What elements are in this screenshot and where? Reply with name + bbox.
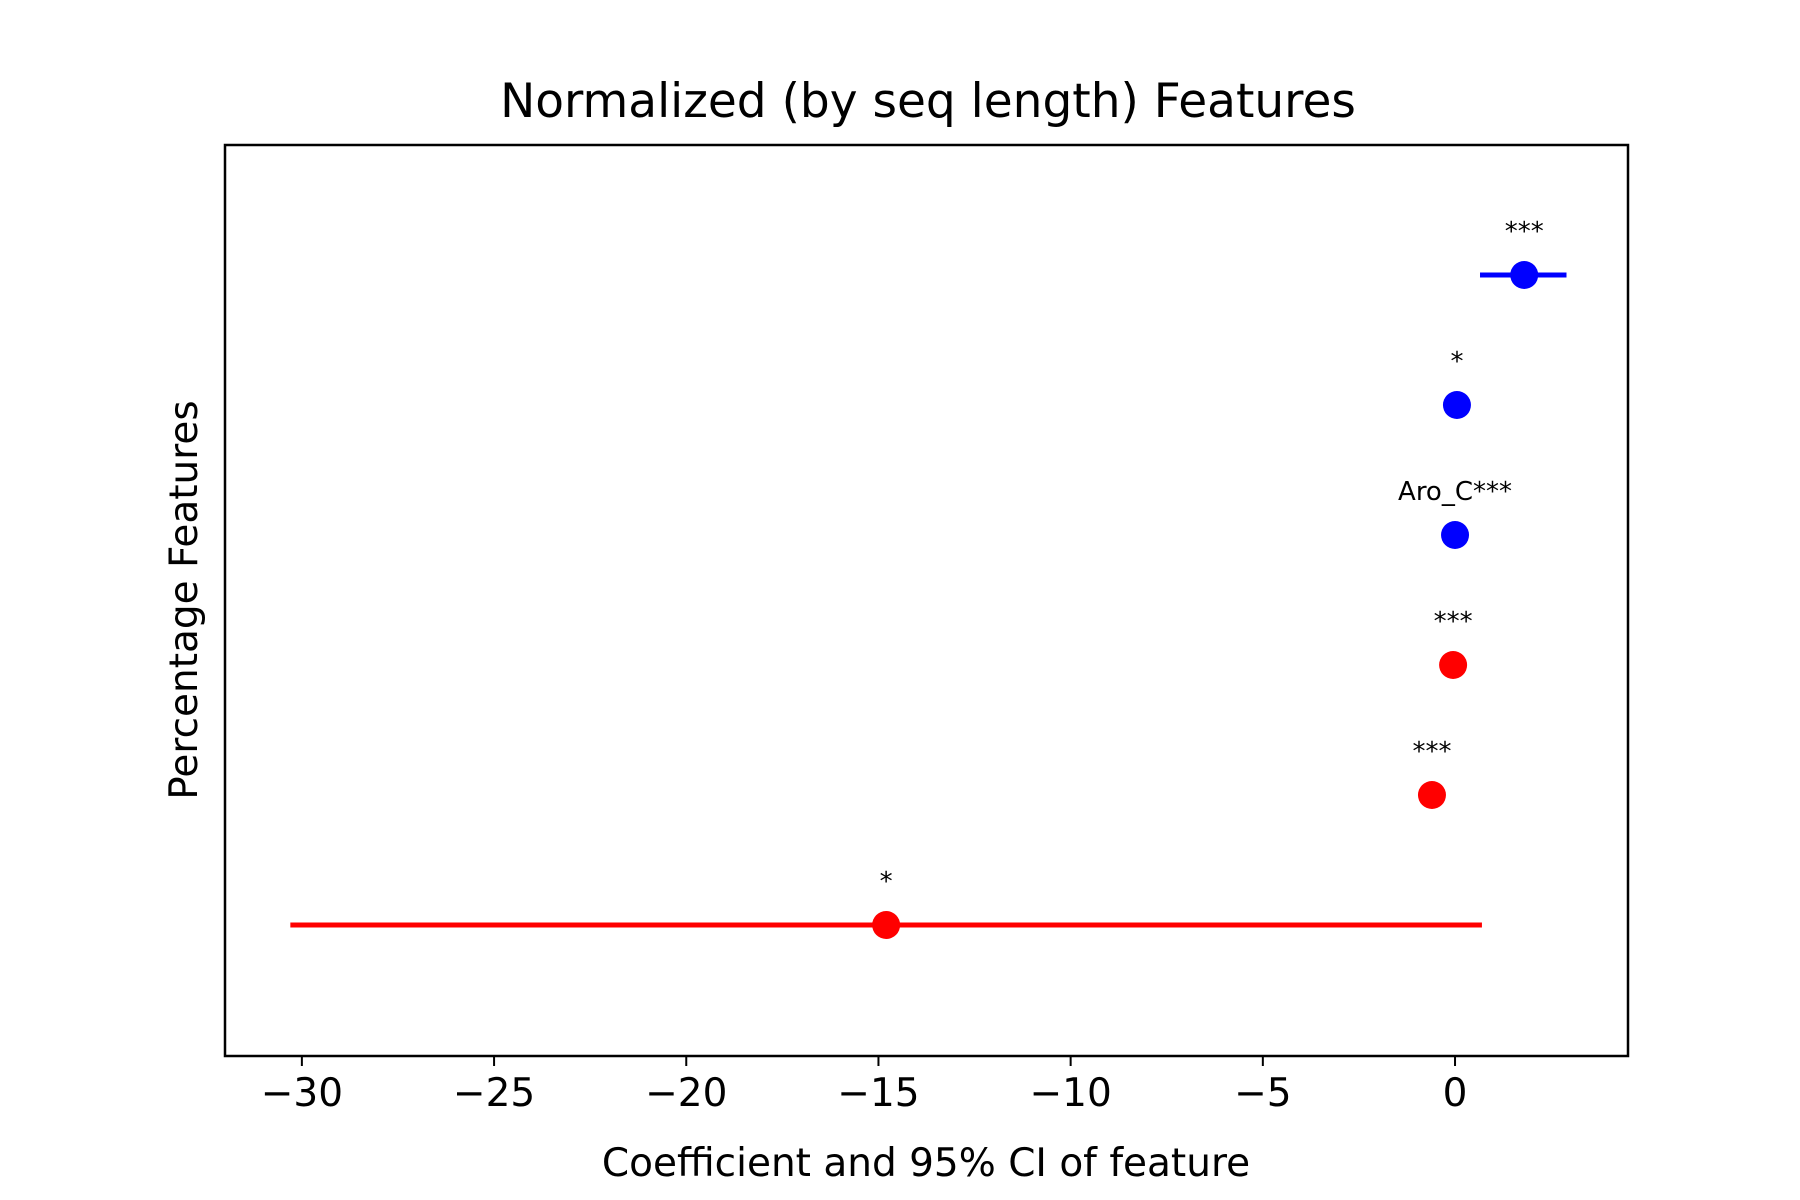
point-annotation: *** <box>1412 737 1451 767</box>
coef-point <box>1441 521 1470 549</box>
x-tick-label: −30 <box>261 1071 343 1116</box>
x-tick-label: −10 <box>1029 1071 1111 1116</box>
x-axis-label: Coefficient and 95% CI of feature <box>602 1141 1250 1186</box>
y-axis-label: Percentage Features <box>162 400 207 799</box>
point-annotation: * <box>1450 347 1463 377</box>
point-annotation: *** <box>1434 607 1473 637</box>
x-axis: −30 −25 −20 −15 −10 −5 0 <box>261 1056 1468 1116</box>
x-tick-label: −15 <box>837 1071 919 1116</box>
x-tick-label: −5 <box>1234 1071 1292 1116</box>
plot-frame <box>223 143 1630 1058</box>
point-annotation: * <box>880 867 893 897</box>
x-tick-label: 0 <box>1443 1071 1468 1116</box>
coef-point <box>1510 261 1539 289</box>
point-annotation: *** <box>1505 217 1544 247</box>
coef-point <box>872 911 901 939</box>
point-annotation: Aro_C*** <box>1398 477 1512 507</box>
x-tick-label: −25 <box>453 1071 535 1116</box>
coef-point <box>1442 391 1471 419</box>
x-tick-label: −20 <box>645 1071 727 1116</box>
coef-point <box>1417 781 1446 809</box>
chart-title: Normalized (by seq length) Features <box>500 74 1356 129</box>
coef-point <box>1439 651 1468 679</box>
data-points: ****Aro_C********** <box>290 217 1567 939</box>
